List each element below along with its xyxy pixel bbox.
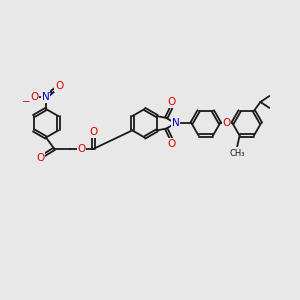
Text: N: N xyxy=(42,92,50,102)
Text: O: O xyxy=(167,98,176,107)
Text: O: O xyxy=(30,92,38,102)
Text: O: O xyxy=(55,81,63,92)
Text: O: O xyxy=(36,153,44,163)
Text: −: − xyxy=(22,97,31,107)
Text: O: O xyxy=(222,118,231,128)
Text: O: O xyxy=(89,127,98,137)
Text: CH₃: CH₃ xyxy=(230,149,245,158)
Text: O: O xyxy=(77,144,86,154)
Text: O: O xyxy=(167,139,176,149)
Text: +: + xyxy=(47,88,54,97)
Text: N: N xyxy=(172,118,179,128)
